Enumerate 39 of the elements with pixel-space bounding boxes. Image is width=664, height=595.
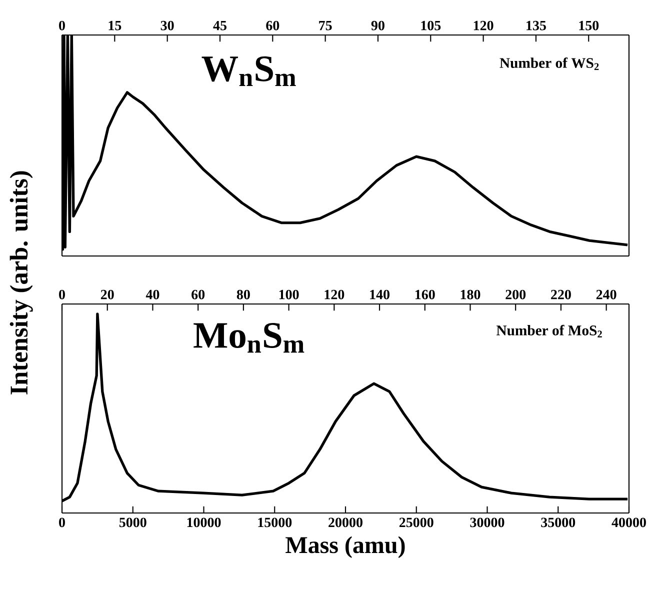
x2-tick-label: 160 — [416, 290, 435, 300]
x2-tick-label: 0 — [59, 20, 65, 30]
x-tick-label: 5000 — [119, 518, 146, 528]
x2-tick-label: 220 — [551, 290, 571, 300]
x2-axis-title: Number of WS$_{2}$ — [500, 57, 599, 70]
x-tick-label: 25000 — [399, 518, 434, 528]
x2-tick-label: 135 — [526, 20, 546, 30]
x2-tick-label: 30 — [160, 20, 174, 30]
chart-title: Mo$_{n}$S$_{m}$ — [194, 322, 304, 353]
x2-tick-label: 60 — [192, 290, 205, 300]
x2-tick-label: 45 — [213, 20, 226, 30]
x-tick-label: 40000 — [612, 518, 646, 528]
x2-tick-label: 200 — [506, 290, 526, 300]
x-tick-label: 0 — [59, 518, 65, 528]
chart-title: W$_{n}$S$_{m}$ — [202, 56, 296, 86]
x2-tick-label: 120 — [324, 290, 344, 300]
x2-tick-label: 120 — [474, 20, 494, 30]
x-tick-label: 10000 — [187, 518, 221, 528]
x2-tick-label: 150 — [579, 20, 599, 30]
x2-tick-label: 40 — [146, 290, 160, 300]
x2-tick-label: 240 — [596, 290, 616, 300]
x2-tick-label: 15 — [108, 20, 122, 30]
x2-axis-title: Number of MoS$_{2}$ — [496, 324, 602, 338]
x2-tick-label: 0 — [59, 290, 65, 300]
x2-tick-label: 100 — [279, 290, 299, 300]
x2-tick-label: 105 — [421, 20, 441, 30]
x-tick-label: 15000 — [258, 518, 292, 528]
x2-tick-label: 20 — [100, 290, 114, 300]
x2-tick-label: 80 — [236, 290, 250, 300]
x-axis-title: Mass (amu) — [286, 536, 405, 558]
x2-tick-label: 140 — [370, 290, 390, 300]
x2-tick-label: 180 — [460, 290, 480, 300]
x-tick-label: 35000 — [541, 518, 576, 528]
x2-tick-label: 75 — [319, 20, 332, 30]
x2-tick-label: 90 — [371, 20, 384, 30]
y-axis-title: Intensity (arb. units) — [10, 171, 33, 394]
x-tick-label: 30000 — [470, 518, 504, 528]
x2-tick-label: 60 — [266, 20, 280, 30]
x-tick-label: 20000 — [328, 518, 362, 528]
